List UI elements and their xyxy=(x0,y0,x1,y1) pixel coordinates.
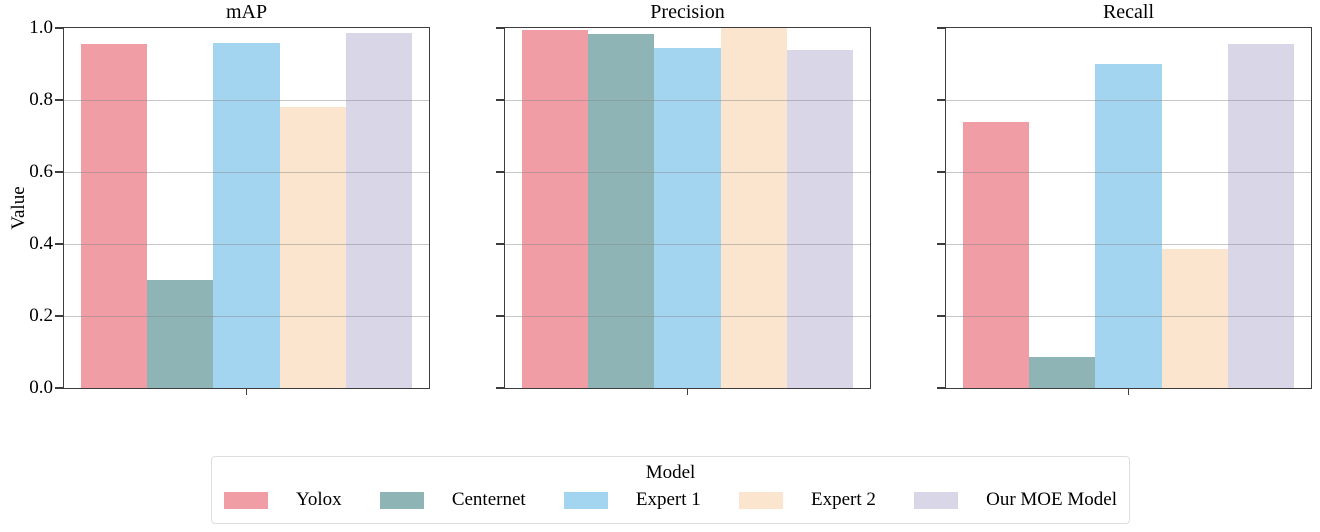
y-tick-mark xyxy=(496,387,504,389)
chart-panel-precision: Precision xyxy=(496,0,871,420)
bar-our-moe-model xyxy=(1227,44,1295,388)
gridline xyxy=(64,99,429,101)
plot-area-map: 0.0 0.2 0.4 0.6 0.8 1.0 xyxy=(29,17,430,398)
gridline xyxy=(505,243,870,245)
y-tick-label: 0.6 xyxy=(29,161,53,182)
y-tick-mark xyxy=(55,99,63,101)
bar-expert-2 xyxy=(1161,249,1228,388)
legend-swatch xyxy=(738,491,783,509)
bar-centernet xyxy=(147,280,214,388)
panel-title-precision: Precision xyxy=(650,1,725,23)
legend: Model Yolox Centernet Expert 1 Expert 2 Our … xyxy=(211,456,1130,524)
legend-swatch xyxy=(914,491,959,509)
gridline xyxy=(946,315,1311,317)
y-tick-label: 0.2 xyxy=(29,305,53,326)
bar-expert-2 xyxy=(279,107,346,388)
legend-swatch xyxy=(379,491,424,509)
y-tick-mark xyxy=(937,387,945,389)
legend-label: Expert 2 xyxy=(810,489,876,510)
bar-yolox xyxy=(80,44,148,388)
legend-label: Expert 1 xyxy=(635,489,701,510)
x-tick-mark xyxy=(1127,389,1130,395)
panel-title-recall: Recall xyxy=(1102,1,1155,23)
gridline xyxy=(946,171,1311,173)
legend-label: Our MOE Model xyxy=(986,489,1117,510)
bar-yolox xyxy=(521,29,589,388)
legend-swatch xyxy=(563,491,608,509)
y-tick-mark xyxy=(496,315,504,317)
bar-yolox xyxy=(962,121,1030,388)
gridline xyxy=(946,99,1311,101)
bar-expert-1 xyxy=(1095,64,1162,388)
legend-label: Centernet xyxy=(451,489,526,510)
chart-panel-map: mAP 0.0 0.2 0.4 0.6 0.8 1.0 xyxy=(29,0,430,420)
legend-entry-our-moe-model: Our MOE Model xyxy=(914,489,1117,511)
y-tick-mark xyxy=(496,243,504,245)
y-tick-label: 0.8 xyxy=(29,89,53,110)
legend-entry-expert-2: Expert 2 xyxy=(738,489,876,511)
y-tick-mark xyxy=(937,99,945,101)
legend-entry-yolox: Yolox xyxy=(224,489,342,511)
legend-swatch xyxy=(224,491,268,509)
y-tick-mark xyxy=(496,171,504,173)
y-tick-mark xyxy=(937,243,945,245)
legend-entry-expert-1: Expert 1 xyxy=(563,489,701,511)
y-tick-mark xyxy=(55,243,63,245)
y-axis-label: Value xyxy=(8,186,29,230)
x-tick-mark xyxy=(245,389,248,395)
y-tick-mark xyxy=(496,27,504,29)
bar-centernet xyxy=(1029,357,1096,388)
y-tick-label: 0.0 xyxy=(29,377,53,398)
y-tick-mark xyxy=(937,315,945,317)
chart-panel-recall: Recall xyxy=(937,0,1312,420)
gridline xyxy=(64,171,429,173)
legend-title: Model xyxy=(645,462,696,483)
y-tick-mark xyxy=(55,387,63,389)
x-tick-mark xyxy=(686,389,689,395)
legend-entries: Yolox Centernet Expert 1 Expert 2 Our MOE Mo… xyxy=(212,489,1129,511)
y-tick-mark xyxy=(937,171,945,173)
gridline xyxy=(505,171,870,173)
y-tick-mark xyxy=(55,27,63,29)
legend-entry-centernet: Centernet xyxy=(379,489,526,511)
y-tick-mark xyxy=(55,171,63,173)
gridline xyxy=(505,315,870,317)
bar-expert-1 xyxy=(654,47,721,388)
y-tick-mark xyxy=(55,315,63,317)
bar-our-moe-model xyxy=(345,33,413,388)
gridline xyxy=(505,99,870,101)
y-tick-mark xyxy=(496,99,504,101)
bar-expert-1 xyxy=(213,43,280,388)
bar-our-moe-model xyxy=(786,49,854,388)
gridline xyxy=(64,243,429,245)
plot-area-precision xyxy=(496,27,871,395)
bar-expert-2 xyxy=(720,28,787,388)
plot-area-recall xyxy=(937,27,1312,395)
panel-title-map: mAP xyxy=(225,1,268,23)
y-tick-mark xyxy=(937,27,945,29)
bar-centernet xyxy=(588,34,655,388)
y-tick-label: 1.0 xyxy=(29,17,53,38)
gridline xyxy=(64,315,429,317)
legend-label: Yolox xyxy=(296,489,342,510)
gridline xyxy=(946,243,1311,245)
y-tick-label: 0.4 xyxy=(29,233,53,254)
